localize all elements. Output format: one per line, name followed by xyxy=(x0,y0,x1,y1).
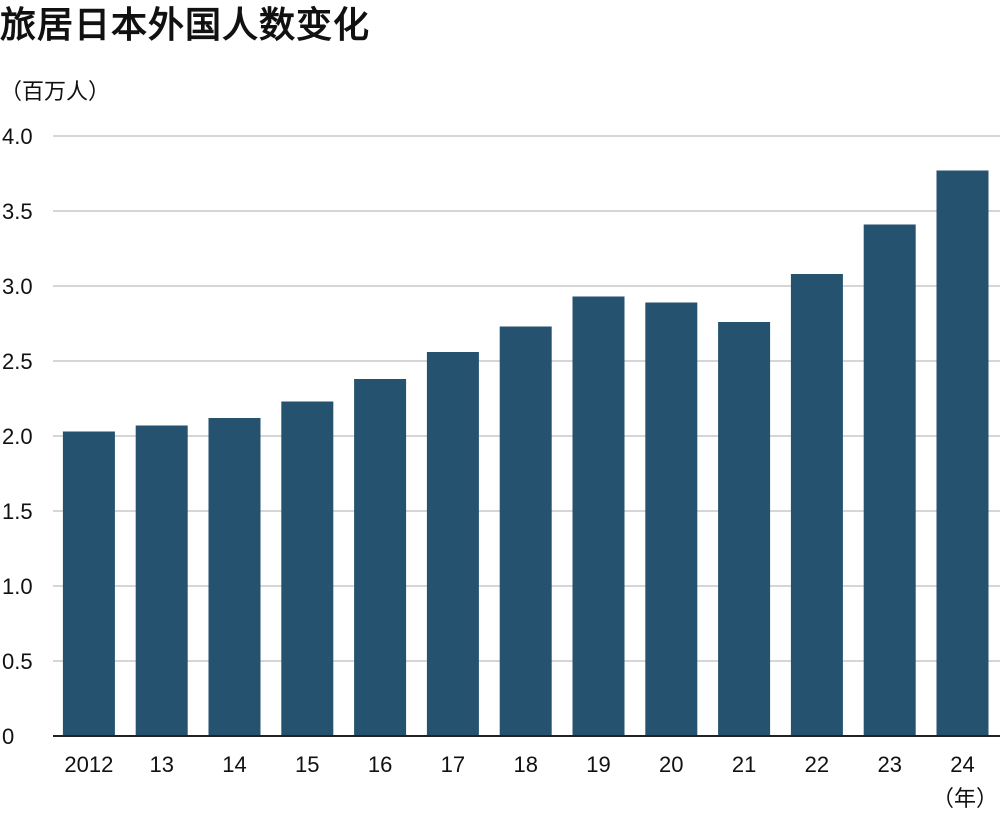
chart-title: 旅居日本外国人数变化 xyxy=(0,5,371,46)
x-tick-label: 18 xyxy=(513,752,537,777)
y-tick-label: 3.0 xyxy=(2,274,33,299)
x-tick-label: 23 xyxy=(877,752,901,777)
y-tick-label: 1.5 xyxy=(2,499,33,524)
y-axis-ticks: 0 0.5 1.0 1.5 2.0 2.5 3.0 3.5 4.0 xyxy=(2,124,33,749)
bar-18 xyxy=(499,326,552,736)
bars xyxy=(62,170,989,736)
x-tick-label: 2012 xyxy=(64,752,113,777)
x-tick-label: 13 xyxy=(149,752,173,777)
x-axis-unit-label: （年） xyxy=(932,787,998,812)
x-tick-label: 17 xyxy=(441,752,465,777)
x-tick-label: 21 xyxy=(732,752,756,777)
x-tick-label: 22 xyxy=(805,752,829,777)
y-tick-label: 4.0 xyxy=(2,124,33,149)
bar-17 xyxy=(426,352,479,736)
x-tick-label: 19 xyxy=(586,752,610,777)
bar-13 xyxy=(135,425,188,736)
bar-24 xyxy=(936,170,989,736)
bar-16 xyxy=(354,379,407,736)
y-tick-label: 1.0 xyxy=(2,574,33,599)
bar-19 xyxy=(572,296,625,736)
x-tick-label: 24 xyxy=(950,752,974,777)
x-tick-label: 16 xyxy=(368,752,392,777)
bar-22 xyxy=(790,274,843,736)
y-tick-label: 0 xyxy=(2,724,14,749)
bar-23 xyxy=(863,224,916,736)
y-tick-label: 3.5 xyxy=(2,199,33,224)
bar-15 xyxy=(281,401,334,736)
y-tick-label: 2.0 xyxy=(2,424,33,449)
y-tick-label: 0.5 xyxy=(2,649,33,674)
x-tick-label: 14 xyxy=(222,752,246,777)
y-axis-unit-label: （百万人） xyxy=(0,80,111,105)
bar-21 xyxy=(718,322,771,736)
bar-14 xyxy=(208,418,261,736)
bar-2012 xyxy=(62,431,115,736)
x-axis-ticks: 2012 13 14 15 16 17 18 19 20 21 22 23 24 xyxy=(64,752,974,777)
x-tick-label: 15 xyxy=(295,752,319,777)
y-tick-label: 2.5 xyxy=(2,349,33,374)
bar-20 xyxy=(645,302,698,736)
x-tick-label: 20 xyxy=(659,752,683,777)
